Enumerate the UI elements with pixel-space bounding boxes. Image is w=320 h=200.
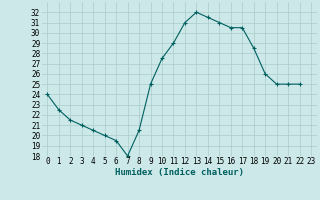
X-axis label: Humidex (Indice chaleur): Humidex (Indice chaleur) — [115, 168, 244, 177]
